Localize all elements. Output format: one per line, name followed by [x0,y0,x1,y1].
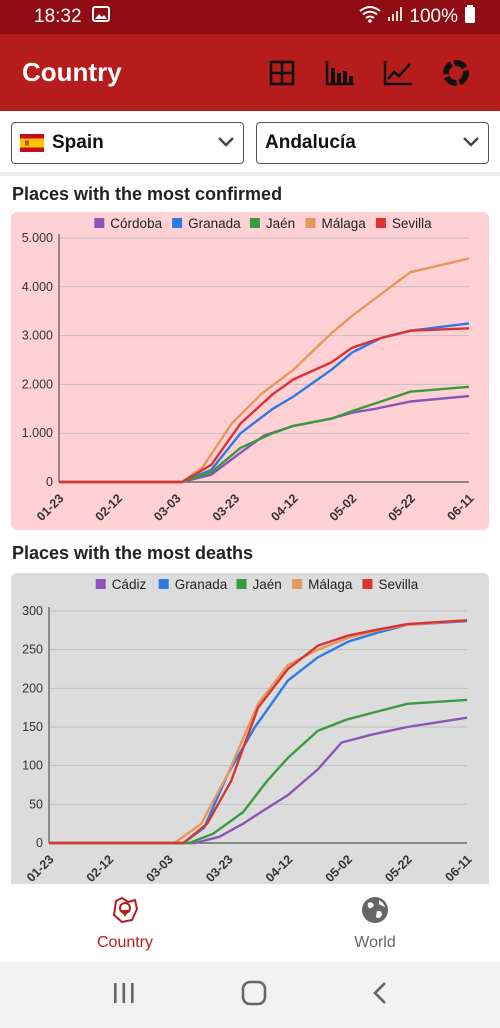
series-line [59,257,470,484]
bar-chart-icon[interactable] [324,57,356,89]
nav-country-label: Country [96,933,154,951]
x-tick-label: 04-12 [263,852,296,884]
donut-chart-icon[interactable] [440,57,472,89]
x-tick-label: 03-23 [203,852,236,884]
globe-icon [360,895,390,930]
image-icon [91,6,110,28]
x-tick-label: 06-11 [445,491,477,523]
series-line [49,716,468,845]
y-tick-label: 3.000 [22,329,53,343]
confirmed-section-title: Places with the most confirmed [12,184,283,204]
series-line [49,619,468,845]
x-tick-label: 06-11 [443,852,475,884]
y-tick-label: 200 [22,681,43,695]
confirmed-chart: 0 1.000 2.000 3.000 4.000 5.000 01-23 02-12 03-0… [11,212,489,530]
location-selectors: Spain Andalucía [11,122,489,164]
x-tick-label: 03-03 [143,852,176,884]
legend-label: Sevilla [379,577,419,592]
legend-label: Málaga [308,577,353,592]
chevron-down-icon [217,132,235,154]
legend-swatch [362,579,373,589]
deaths-chart-svg: 0 50 100 150 200 250 300 01-23 02-12 03-03 03-23 04… [22,577,475,884]
y-tick-label: 100 [22,759,43,773]
bottom-navigation: Country World [0,884,500,962]
country-dropdown[interactable]: Spain [11,122,244,164]
grid-view-icon[interactable] [266,57,298,89]
signal-icon [387,6,403,28]
legend-swatch [158,579,169,589]
country-value: Spain [52,132,104,153]
y-tick-label: 5.000 [22,231,53,245]
x-tick-label: 02-12 [84,852,117,884]
series-line [59,385,470,484]
y-tick-label: 2.000 [22,377,53,391]
x-tick-label: 02-12 [93,491,126,524]
nav-country[interactable]: Country [0,884,250,962]
x-tick-label: 04-12 [268,491,301,524]
back-icon[interactable] [372,981,388,1010]
region-dropdown[interactable]: Andalucía [256,122,489,164]
legend-label: Granada [175,577,228,592]
legend-swatch [94,218,105,228]
legend-label: Córdoba [110,216,162,231]
x-tick-label: 01-23 [24,852,57,884]
deaths-chart: 0 50 100 150 200 250 300 01-23 02-12 03-03 03-23 04… [11,573,489,884]
recent-apps-icon[interactable] [112,982,136,1009]
map-marker-icon [110,895,140,930]
legend-swatch [292,579,303,589]
series-line [59,394,470,484]
x-tick-label: 01-23 [34,491,67,524]
legend-swatch [305,218,316,228]
status-bar: 18:32 100% [0,0,500,34]
y-tick-label: 50 [29,797,43,811]
app-title: Country [22,57,122,87]
nav-world-label: World [354,933,396,951]
y-tick-label: 1.000 [22,426,53,440]
region-value: Andalucía [265,132,356,153]
y-tick-label: 250 [22,643,43,657]
deaths-section-title: Places with the most deaths [12,543,254,563]
legend-label: Granada [188,216,241,231]
home-icon[interactable] [241,980,267,1011]
legend-swatch [95,579,106,589]
legend-swatch [172,218,183,228]
x-tick-label: 05-22 [382,852,415,884]
x-tick-label: 05-02 [323,852,356,884]
x-tick-label: 05-02 [327,491,360,524]
legend-label: Cádiz [112,577,147,592]
y-tick-label: 4.000 [22,280,53,294]
y-tick-label: 0 [46,475,53,489]
legend-swatch [236,579,247,589]
legend-label: Málaga [322,216,367,231]
wifi-icon [359,5,382,29]
legend-label: Sevilla [392,216,432,231]
chevron-down-icon [462,132,480,154]
battery-icon [464,5,476,29]
legend-label: Jaén [266,216,295,231]
series-line [59,327,470,484]
line-chart-icon[interactable] [382,57,414,89]
series-line [49,698,468,845]
legend-swatch [375,218,386,228]
series-line [49,619,468,845]
divider [0,172,500,176]
y-tick-label: 300 [22,604,43,618]
battery-level: 100% [409,6,458,27]
legend-swatch [249,218,260,228]
confirmed-chart-svg: 0 1.000 2.000 3.000 4.000 5.000 01-23 02-12 03-0… [22,216,477,524]
x-tick-label: 03-03 [151,491,184,524]
spain-flag-icon [20,134,44,152]
y-tick-label: 150 [22,720,43,734]
x-tick-label: 03-23 [210,491,243,524]
status-time: 18:32 [34,6,82,27]
legend-label: Jaén [253,577,282,592]
system-navigation-bar [0,962,500,1028]
y-tick-label: 0 [36,836,43,850]
nav-world[interactable]: World [250,884,500,962]
x-tick-label: 05-22 [385,491,418,524]
series-line [49,619,468,845]
app-bar: Country [0,34,500,111]
